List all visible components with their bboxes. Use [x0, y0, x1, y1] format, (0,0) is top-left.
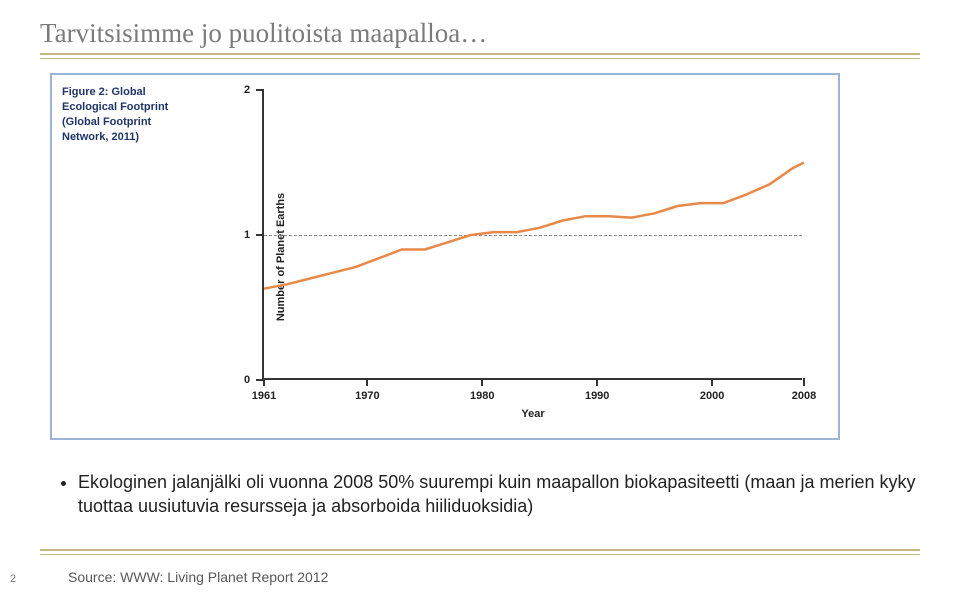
- bullet-list: Ekologinen jalanjälki oli vuonna 2008 50…: [60, 470, 920, 519]
- x-tick: [263, 378, 265, 386]
- x-tick-label: 1961: [252, 390, 276, 402]
- y-tick: [256, 89, 264, 91]
- y-tick-label: 1: [244, 229, 250, 241]
- x-tick: [481, 378, 483, 386]
- x-tick-label: 1990: [585, 390, 609, 402]
- footer-rule: [40, 549, 920, 555]
- line-series: [264, 90, 804, 380]
- chart-caption-line: (Global Footprint: [62, 115, 222, 130]
- y-tick-label: 2: [244, 84, 250, 96]
- page-title: Tarvitsisimme jo puolitoista maapalloa…: [40, 18, 920, 49]
- source-text: Source: WWW: Living Planet Report 2012: [68, 569, 920, 585]
- x-tick: [366, 378, 368, 386]
- title-rule: [40, 53, 920, 59]
- x-tick-label: 1970: [355, 390, 379, 402]
- x-tick-label: 1980: [470, 390, 494, 402]
- page-number: 2: [10, 573, 16, 585]
- x-tick: [596, 378, 598, 386]
- chart-caption-line: Network, 2011): [62, 130, 222, 145]
- bullet-item: Ekologinen jalanjälki oli vuonna 2008 50…: [78, 470, 920, 519]
- x-axis-label: Year: [521, 408, 544, 420]
- x-tick: [711, 378, 713, 386]
- chart-caption-line: Ecological Footprint: [62, 100, 222, 115]
- x-tick-label: 2000: [700, 390, 724, 402]
- chart-plot-area: Year 012196119701980199020002008: [262, 90, 802, 380]
- chart-caption: Figure 2: GlobalEcological Footprint(Glo…: [62, 85, 222, 144]
- series-line: [264, 163, 804, 289]
- chart-caption-line: Figure 2: Global: [62, 85, 222, 100]
- chart-frame: Figure 2: GlobalEcological Footprint(Glo…: [50, 73, 840, 440]
- x-tick: [803, 378, 805, 386]
- y-tick: [256, 234, 264, 236]
- x-tick-label: 2008: [792, 390, 816, 402]
- y-tick-label: 0: [244, 374, 250, 386]
